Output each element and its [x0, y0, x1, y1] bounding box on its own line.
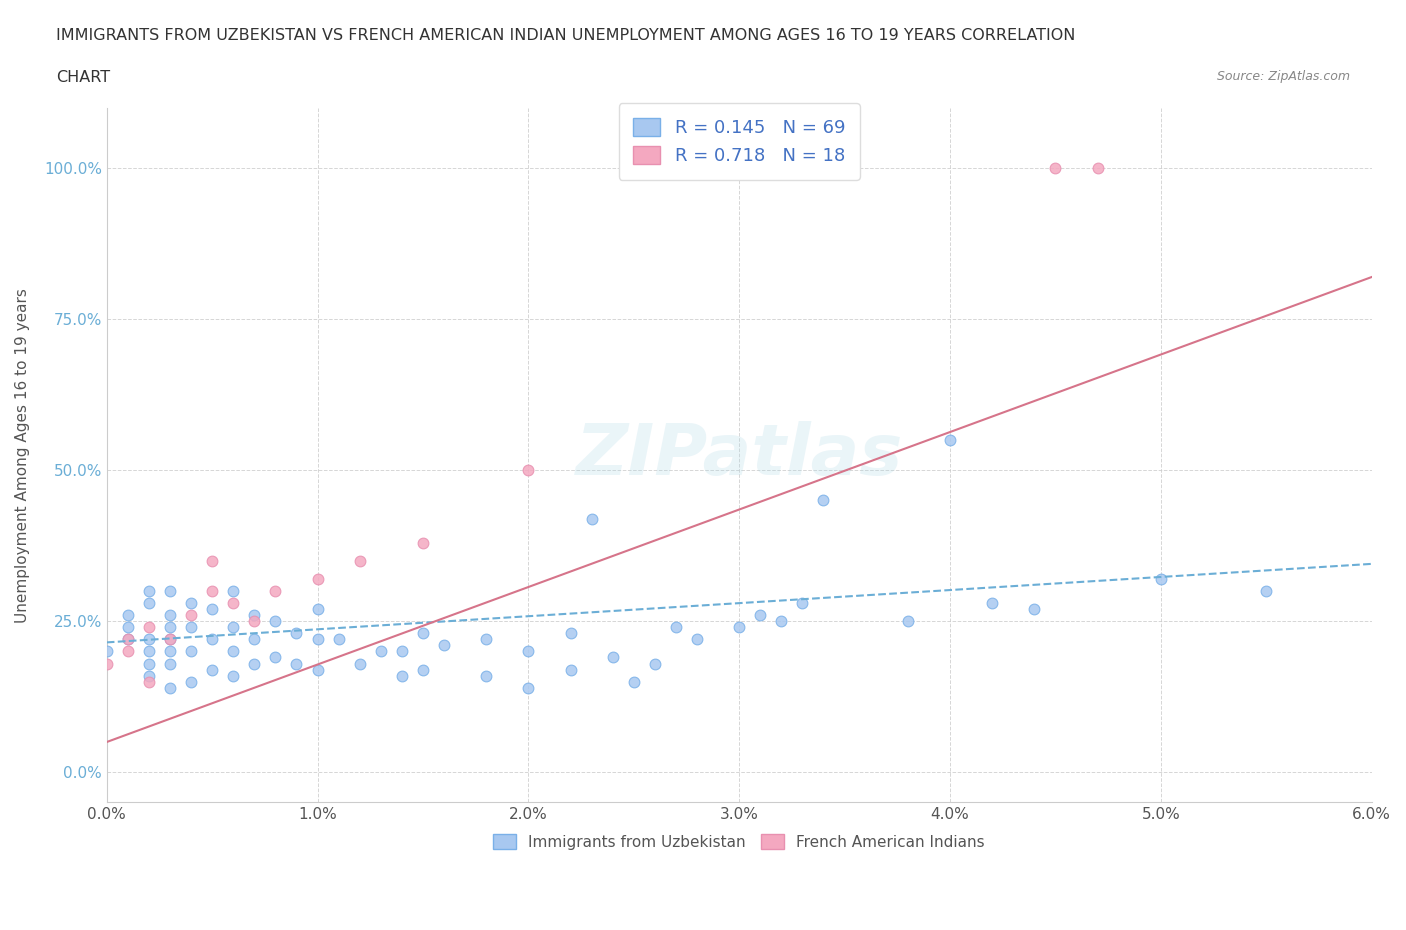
- Point: [159, 656, 181, 671]
- Point: [264, 650, 287, 665]
- Point: [391, 644, 413, 658]
- Point: [391, 668, 413, 683]
- Point: [180, 644, 202, 658]
- Point: [349, 553, 371, 568]
- Point: [728, 619, 751, 634]
- Point: [138, 631, 160, 646]
- Point: [328, 631, 350, 646]
- Point: [475, 668, 498, 683]
- Point: [159, 631, 181, 646]
- Point: [939, 432, 962, 447]
- Point: [180, 674, 202, 689]
- Point: [159, 584, 181, 599]
- Point: [264, 584, 287, 599]
- Point: [201, 602, 224, 617]
- Point: [222, 619, 245, 634]
- Point: [222, 668, 245, 683]
- Point: [201, 584, 224, 599]
- Point: [1256, 584, 1278, 599]
- Point: [1150, 572, 1173, 587]
- Point: [264, 614, 287, 629]
- Text: Source: ZipAtlas.com: Source: ZipAtlas.com: [1216, 70, 1350, 83]
- Point: [581, 512, 603, 526]
- Point: [201, 553, 224, 568]
- Text: IMMIGRANTS FROM UZBEKISTAN VS FRENCH AMERICAN INDIAN UNEMPLOYMENT AMONG AGES 16 : IMMIGRANTS FROM UZBEKISTAN VS FRENCH AME…: [56, 28, 1076, 43]
- Text: ZIPatlas: ZIPatlas: [575, 420, 903, 490]
- Point: [285, 626, 308, 641]
- Legend: Immigrants from Uzbekistan, French American Indians: Immigrants from Uzbekistan, French Ameri…: [485, 826, 993, 857]
- Point: [222, 644, 245, 658]
- Point: [96, 644, 118, 658]
- Point: [180, 608, 202, 623]
- Point: [602, 650, 624, 665]
- Point: [749, 608, 772, 623]
- Point: [159, 631, 181, 646]
- Point: [180, 596, 202, 611]
- Point: [686, 631, 709, 646]
- Point: [222, 596, 245, 611]
- Point: [813, 493, 835, 508]
- Point: [412, 626, 434, 641]
- Point: [412, 536, 434, 551]
- Point: [180, 619, 202, 634]
- Point: [623, 674, 645, 689]
- Point: [138, 644, 160, 658]
- Point: [138, 674, 160, 689]
- Point: [475, 631, 498, 646]
- Point: [159, 608, 181, 623]
- Point: [517, 680, 540, 695]
- Point: [243, 656, 266, 671]
- Point: [285, 656, 308, 671]
- Point: [307, 631, 329, 646]
- Point: [307, 602, 329, 617]
- Point: [138, 584, 160, 599]
- Point: [138, 596, 160, 611]
- Point: [307, 662, 329, 677]
- Point: [117, 631, 139, 646]
- Point: [159, 680, 181, 695]
- Point: [433, 638, 456, 653]
- Point: [138, 619, 160, 634]
- Point: [138, 668, 160, 683]
- Point: [159, 619, 181, 634]
- Point: [201, 631, 224, 646]
- Point: [1045, 161, 1067, 176]
- Point: [243, 614, 266, 629]
- Point: [138, 656, 160, 671]
- Point: [770, 614, 793, 629]
- Point: [117, 644, 139, 658]
- Point: [897, 614, 920, 629]
- Point: [117, 619, 139, 634]
- Point: [517, 463, 540, 478]
- Point: [201, 662, 224, 677]
- Point: [517, 644, 540, 658]
- Point: [117, 631, 139, 646]
- Point: [222, 584, 245, 599]
- Y-axis label: Unemployment Among Ages 16 to 19 years: Unemployment Among Ages 16 to 19 years: [15, 287, 30, 622]
- Point: [1024, 602, 1046, 617]
- Point: [159, 644, 181, 658]
- Point: [96, 656, 118, 671]
- Text: CHART: CHART: [56, 70, 110, 85]
- Point: [665, 619, 688, 634]
- Point: [243, 608, 266, 623]
- Point: [560, 626, 582, 641]
- Point: [560, 662, 582, 677]
- Point: [981, 596, 1004, 611]
- Point: [792, 596, 814, 611]
- Point: [349, 656, 371, 671]
- Point: [1087, 161, 1109, 176]
- Point: [370, 644, 392, 658]
- Point: [644, 656, 666, 671]
- Point: [243, 631, 266, 646]
- Point: [412, 662, 434, 677]
- Point: [117, 608, 139, 623]
- Point: [307, 572, 329, 587]
